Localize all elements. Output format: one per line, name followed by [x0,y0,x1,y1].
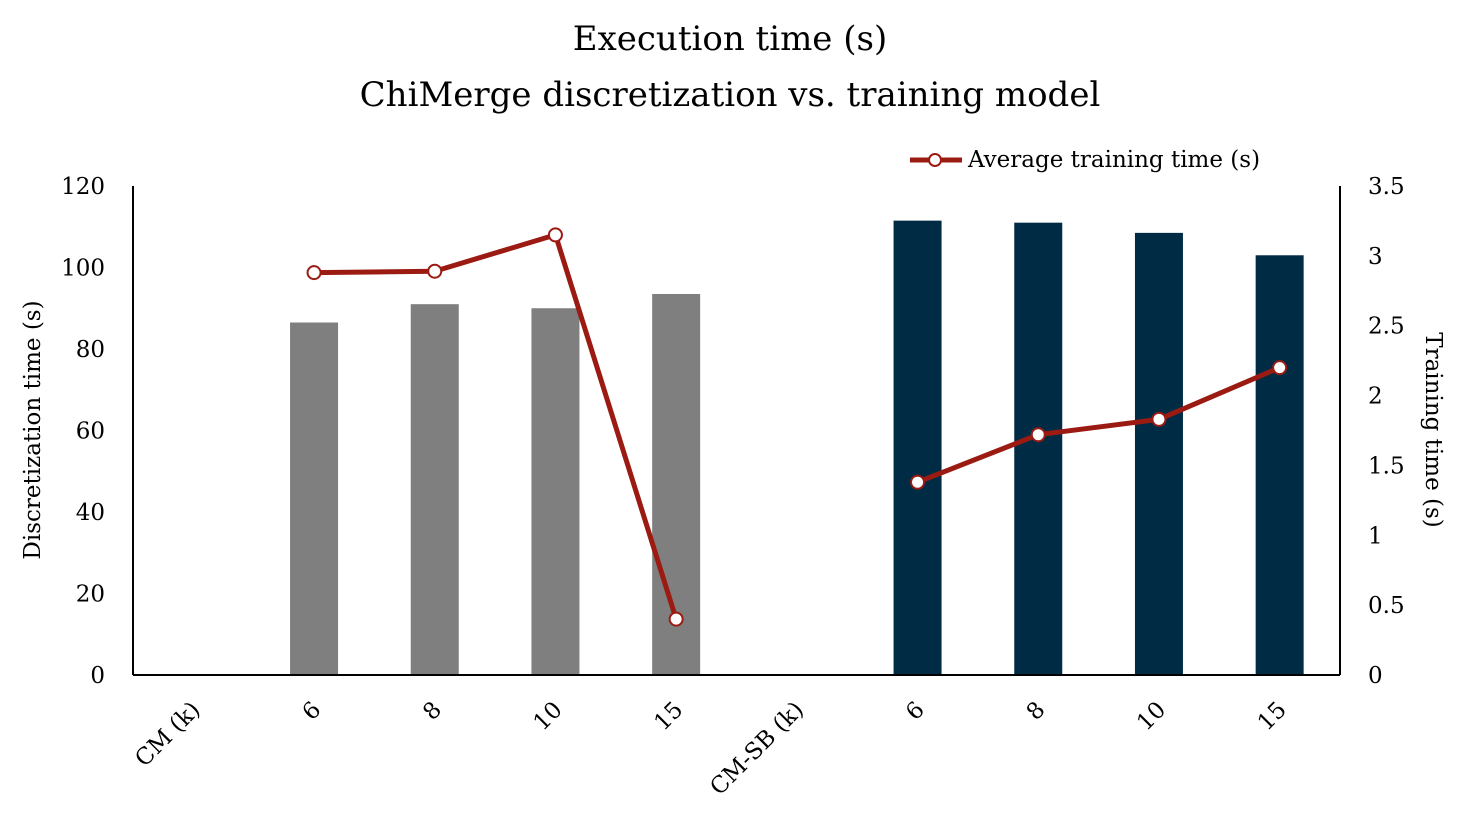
x-tick-label: 8 [418,697,447,726]
legend-marker [928,153,942,167]
y-left-tick-label: 20 [76,582,105,608]
x-tick-label: 6 [901,697,930,726]
y-right-ticks: 0 0.5 1 1.5 2 2.5 3 3.5 [1368,174,1405,689]
x-tick-label: CM (k) [130,697,205,772]
y-right-tick-label: 2.5 [1368,314,1405,340]
bar [893,220,942,675]
line-point [1272,360,1288,376]
line-point [1151,411,1167,427]
bar [1134,232,1183,676]
y-left-tick-label: 40 [76,500,105,526]
y-right-tick-label: 3 [1368,244,1383,270]
line-series [306,227,1288,627]
y-right-tick-label: 0.5 [1368,593,1405,619]
x-ticks: CM (k) 6 8 10 15 CM-SB (k) 6 8 10 15 [130,697,1291,801]
x-tick-label: 8 [1022,697,1051,726]
bar [531,308,580,675]
chart-title: Execution time (s) [573,19,887,59]
line-point [910,474,926,490]
y-left-ticks: 0 20 40 60 80 100 120 [61,174,105,689]
bar [1014,222,1063,676]
y-left-tick-label: 80 [76,337,105,363]
line-point [1030,427,1046,443]
y-right-tick-label: 1 [1368,523,1383,549]
y-left-tick-label: 0 [90,663,105,689]
legend: Average training time (s) [910,147,1260,173]
bar [1255,255,1304,675]
y-left-tick-label: 100 [61,256,105,282]
line-point [306,265,322,281]
chart-subtitle: ChiMerge discretization vs. training mod… [360,75,1101,115]
y-right-tick-label: 3.5 [1368,174,1405,200]
x-tick-label: 15 [649,697,688,736]
x-tick-label: 10 [1132,697,1171,736]
series-line [916,365,1281,485]
y-left-axis-label: Discretization time (s) [20,300,46,559]
x-tick-label: 6 [298,697,327,726]
bar [290,322,339,675]
x-tick-label: 15 [1253,697,1292,736]
y-right-tick-label: 1.5 [1368,453,1405,479]
line-point [668,611,684,627]
series-line [314,232,679,620]
y-right-tick-label: 0 [1368,663,1383,689]
bars [290,220,1304,676]
y-left-tick-label: 120 [61,174,105,200]
legend-label: Average training time (s) [967,147,1260,173]
x-tick-label: CM-SB (k) [705,697,809,801]
y-right-axis-label: Training time (s) [1420,332,1446,528]
line-point [547,227,563,243]
line-point [427,263,443,279]
y-right-tick-label: 2 [1368,384,1383,410]
bar [410,304,459,675]
x-tick-label: 10 [529,697,568,736]
y-left-tick-label: 60 [76,419,105,445]
